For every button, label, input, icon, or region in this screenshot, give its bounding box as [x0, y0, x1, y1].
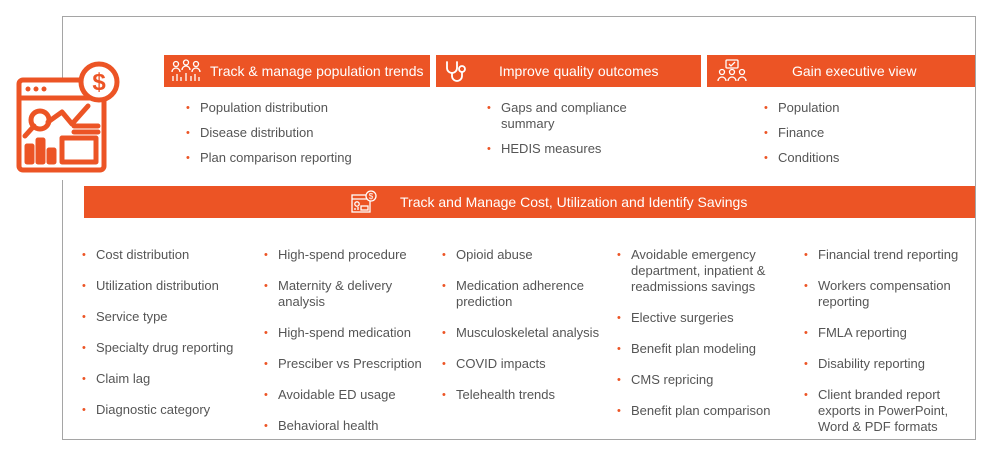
- list-item: Avoidable emergency department, inpatien…: [617, 247, 791, 295]
- list-item: Client branded report exports in PowerPo…: [804, 387, 970, 435]
- svg-text:$: $: [369, 192, 374, 201]
- list-item: Specialty drug reporting: [82, 340, 252, 356]
- list-item: CMS repricing: [617, 372, 787, 388]
- section-bar-executive: Gain executive view: [707, 55, 975, 87]
- list-item: Opioid abuse: [442, 247, 617, 263]
- stethoscope-icon: [442, 59, 476, 83]
- list-item: Cost distribution: [82, 247, 252, 263]
- executive-list: Population Finance Conditions: [764, 100, 944, 166]
- list-item: Service type: [82, 309, 252, 325]
- population-list: Population distribution Disease distribu…: [186, 100, 416, 166]
- list-item: Diagnostic category: [82, 402, 252, 418]
- list-item: Musculoskeletal analysis: [442, 325, 617, 341]
- section-bar-population: Track & manage population trends: [164, 55, 430, 87]
- list-item: FMLA reporting: [804, 325, 972, 341]
- svg-text:$: $: [92, 69, 106, 96]
- quality-list: Gaps and compliance summary HEDIS measur…: [487, 100, 657, 157]
- content-frame: [62, 16, 976, 440]
- list-item: Presciber vs Prescription: [264, 356, 439, 372]
- list-item: Plan comparison reporting: [186, 150, 416, 166]
- list-item: COVID impacts: [442, 356, 617, 372]
- column-1: Cost distribution Utilization distributi…: [82, 247, 252, 418]
- list-item: Gaps and compliance summary: [487, 100, 657, 132]
- list-item: Elective surgeries: [617, 310, 787, 326]
- list-item: Benefit plan comparison: [617, 403, 787, 419]
- list-item: Population: [764, 100, 944, 116]
- column-5: Financial trend reporting Workers compen…: [804, 247, 972, 435]
- list-item: Workers compensation reporting: [804, 278, 968, 310]
- list-item: HEDIS measures: [487, 141, 657, 157]
- list-item: High-spend medication: [264, 325, 439, 341]
- executive-group-icon: [715, 59, 749, 83]
- column-4: Avoidable emergency department, inpatien…: [617, 247, 787, 419]
- column-3: Opioid abuse Medication adherence predic…: [442, 247, 617, 403]
- section-title: Track & manage population trends: [210, 63, 424, 79]
- list-item: High-spend procedure: [264, 247, 439, 263]
- list-item: Avoidable ED usage: [264, 387, 439, 403]
- list-item: Disability reporting: [804, 356, 972, 372]
- list-item: Claim lag: [82, 371, 252, 387]
- list-item: Population distribution: [186, 100, 416, 116]
- list-item: Finance: [764, 125, 944, 141]
- cost-report-icon: $: [350, 190, 378, 214]
- section-title: Gain executive view: [792, 63, 917, 79]
- main-section-title: Track and Manage Cost, Utilization and I…: [400, 194, 748, 210]
- list-item: Benefit plan modeling: [617, 341, 787, 357]
- list-item: Disease distribution: [186, 125, 416, 141]
- list-item: Conditions: [764, 150, 944, 166]
- list-item: Telehealth trends: [442, 387, 617, 403]
- list-item: Utilization distribution: [82, 278, 252, 294]
- list-item: Financial trend reporting: [804, 247, 972, 263]
- column-2: High-spend procedure Maternity & deliver…: [264, 247, 439, 434]
- list-item: Maternity & delivery analysis: [264, 278, 408, 310]
- main-section-bar: $ Track and Manage Cost, Utilization and…: [84, 186, 975, 218]
- people-chart-icon: [169, 59, 203, 83]
- dashboard-dollar-icon: $: [14, 60, 124, 180]
- section-title: Improve quality outcomes: [499, 63, 659, 79]
- list-item: Behavioral health: [264, 418, 439, 434]
- list-item: Medication adherence prediction: [442, 278, 606, 310]
- section-bar-quality: Improve quality outcomes: [436, 55, 701, 87]
